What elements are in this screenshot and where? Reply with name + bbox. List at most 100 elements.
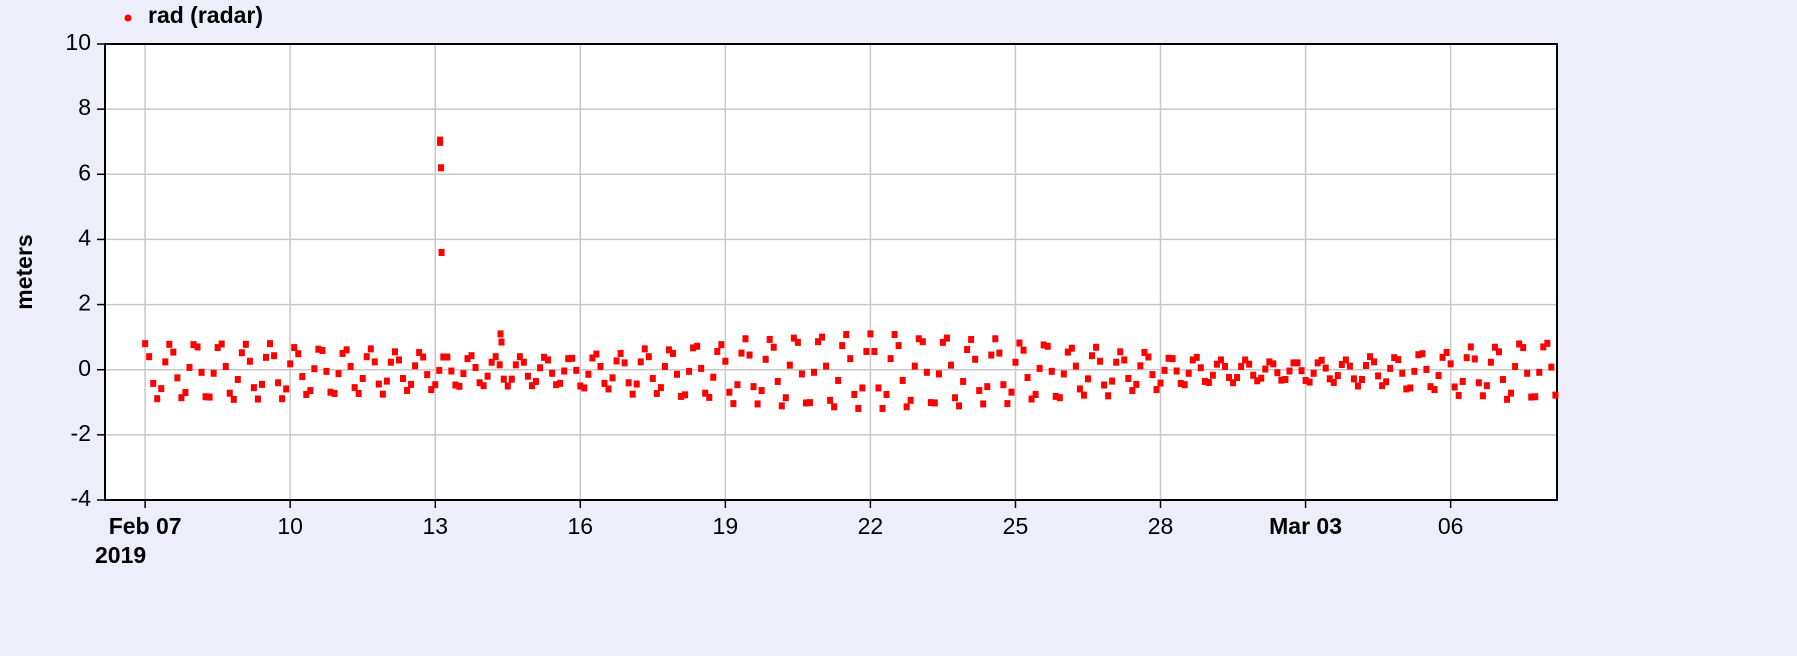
data-point — [686, 367, 693, 375]
data-point — [391, 348, 398, 356]
data-point — [1036, 364, 1043, 372]
data-point — [537, 364, 544, 372]
data-point — [1455, 391, 1462, 399]
data-point — [404, 387, 411, 395]
data-point — [464, 355, 471, 363]
data-point — [545, 356, 552, 364]
data-point — [1536, 368, 1543, 376]
data-point — [597, 362, 604, 370]
data-point — [242, 340, 249, 348]
data-point — [633, 380, 640, 388]
data-point — [1149, 371, 1156, 379]
data-point — [210, 369, 217, 377]
data-point — [1020, 346, 1027, 354]
data-point — [1338, 361, 1345, 369]
data-point — [399, 375, 406, 383]
data-point — [1056, 394, 1063, 402]
x-tick-label: 06 — [1438, 513, 1464, 539]
data-point — [367, 345, 374, 353]
data-point — [746, 351, 753, 359]
data-point — [1217, 356, 1224, 364]
data-point — [1350, 375, 1357, 383]
y-tick-label: 10 — [65, 29, 91, 55]
data-point — [1520, 344, 1527, 352]
data-point — [1459, 377, 1466, 385]
data-point — [730, 400, 737, 408]
data-point — [891, 331, 898, 339]
x-tick-label: 16 — [567, 513, 593, 539]
data-point — [1068, 344, 1075, 352]
data-point — [1093, 343, 1100, 351]
data-point — [1447, 360, 1454, 368]
y-tick-label: 8 — [78, 94, 91, 120]
data-point — [1491, 343, 1498, 351]
data-point — [710, 373, 717, 381]
data-point — [629, 390, 636, 398]
data-point — [267, 340, 274, 348]
data-point — [166, 340, 173, 348]
data-point — [1298, 367, 1305, 375]
x-tick-label: 10 — [277, 513, 303, 539]
data-point — [1363, 361, 1370, 369]
data-point — [964, 346, 971, 354]
data-point — [706, 393, 713, 401]
data-point — [782, 394, 789, 402]
data-point — [1205, 378, 1212, 386]
data-point — [250, 384, 257, 392]
data-point — [657, 384, 664, 392]
data-point — [484, 372, 491, 380]
data-point — [496, 361, 503, 369]
data-point — [972, 355, 979, 363]
legend-marker — [124, 14, 132, 22]
data-point — [1334, 372, 1341, 380]
data-point — [649, 375, 656, 383]
data-point — [794, 338, 801, 346]
data-point — [1552, 391, 1559, 399]
data-point — [653, 389, 660, 397]
data-point — [1250, 371, 1257, 379]
data-point — [774, 377, 781, 385]
data-point — [412, 362, 419, 370]
data-point — [512, 361, 519, 369]
data-point — [577, 382, 584, 390]
data-point — [915, 335, 922, 343]
data-point — [198, 368, 205, 376]
data-point — [448, 367, 455, 375]
data-point — [263, 353, 270, 361]
data-point — [1508, 389, 1515, 397]
data-point — [1008, 388, 1015, 396]
data-point — [1467, 343, 1474, 351]
data-point — [1258, 374, 1265, 382]
data-point — [702, 389, 709, 397]
data-point — [1403, 385, 1410, 393]
data-point — [1064, 348, 1071, 356]
data-point — [202, 393, 209, 401]
data-point — [843, 331, 850, 339]
data-point — [1234, 374, 1241, 382]
data-point — [222, 362, 229, 370]
data-point — [750, 383, 757, 391]
data-point — [438, 164, 445, 172]
data-point — [1161, 366, 1168, 374]
data-point — [1201, 377, 1208, 385]
data-point — [674, 370, 680, 378]
data-point — [1294, 359, 1301, 367]
data-point — [335, 370, 342, 378]
data-point — [238, 349, 245, 357]
x-tick-label: 13 — [422, 513, 448, 539]
data-point — [416, 348, 423, 356]
data-point — [790, 334, 797, 342]
data-point — [1242, 356, 1249, 364]
data-point — [1278, 376, 1285, 384]
data-point — [1266, 358, 1273, 366]
data-point — [323, 367, 330, 375]
data-point — [714, 347, 721, 355]
data-point — [919, 338, 926, 346]
y-tick-label: 4 — [78, 225, 91, 251]
data-point — [923, 368, 930, 376]
data-point — [1391, 354, 1398, 362]
data-point — [440, 353, 447, 361]
data-point — [387, 358, 394, 366]
data-point — [500, 375, 507, 383]
